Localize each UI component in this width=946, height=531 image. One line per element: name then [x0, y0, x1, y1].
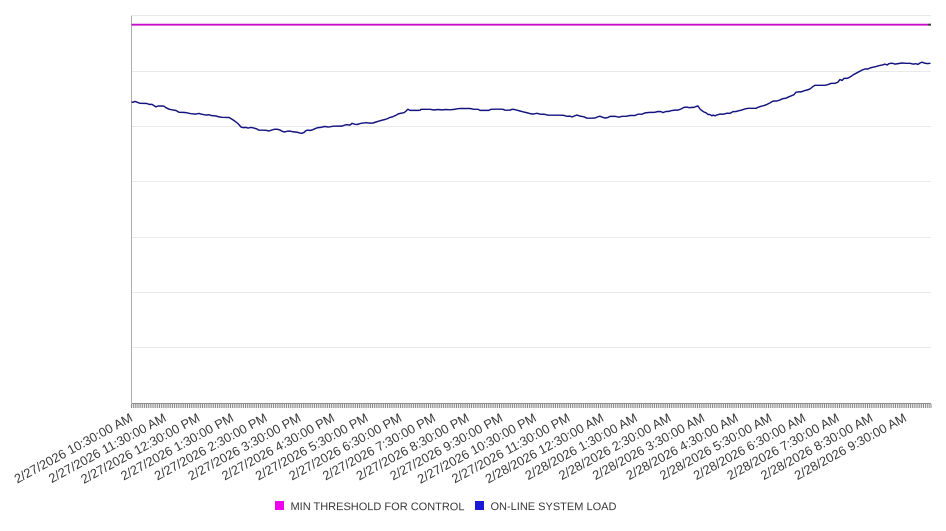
svg-text:ON-LINE SYSTEM LOAD: ON-LINE SYSTEM LOAD — [490, 501, 616, 513]
svg-text:MIN THRESHOLD FOR CONTROL: MIN THRESHOLD FOR CONTROL — [290, 501, 464, 513]
